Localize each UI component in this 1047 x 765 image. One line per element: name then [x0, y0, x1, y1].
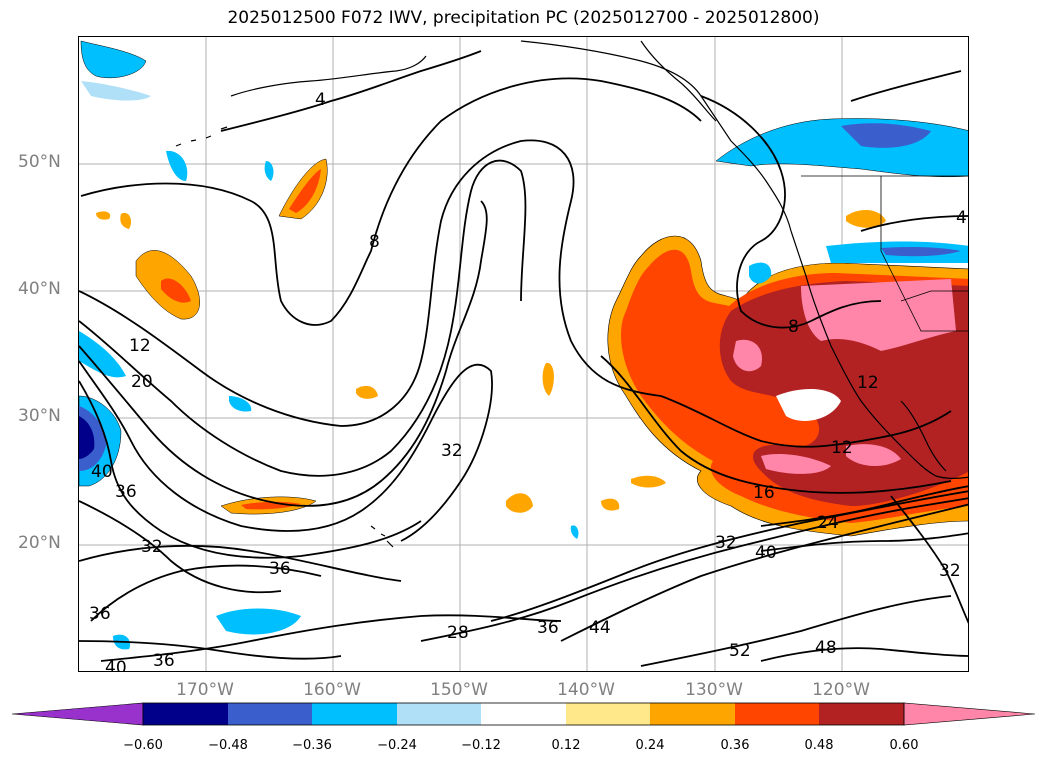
contour-label: 32	[141, 537, 163, 557]
contour-36c	[90, 564, 322, 622]
contour-28b	[420, 497, 968, 642]
precip-fill-east-pacific-pink	[801, 279, 956, 351]
colorbar-extend-min	[11, 702, 144, 726]
contour-4	[220, 50, 482, 132]
aleutian-islands	[175, 126, 228, 147]
contour-label: 48	[815, 638, 837, 658]
contour-36b	[79, 544, 402, 582]
colorbar-tick-label: 0.60	[889, 738, 919, 753]
contour-36e	[490, 490, 968, 622]
colorbar-tick-label: 0.24	[635, 738, 665, 753]
contour-label: 12	[857, 373, 879, 393]
colorbar	[11, 702, 1036, 726]
contour-36a	[79, 380, 422, 559]
alaska-coast	[230, 40, 792, 232]
contour-36d	[100, 614, 562, 662]
map-panel: 4 8 12 20 36 40 32 36 36 40 36 28 32 36 …	[78, 36, 969, 672]
contour-8b	[700, 95, 882, 329]
colorbar-tick-label: −0.12	[461, 738, 501, 753]
colorbar-bin	[143, 703, 228, 725]
contour-label: 36	[537, 618, 559, 638]
contour-24	[760, 485, 968, 527]
contour-label: 24	[817, 513, 839, 533]
contour-label: 28	[447, 623, 469, 643]
contour-label: 36	[89, 604, 111, 624]
contour-16	[600, 355, 952, 494]
colorbar-bin	[481, 703, 566, 725]
contour-labels: 4 8 12 20 36 40 32 36 36 40 36 28 32 36 …	[89, 90, 967, 672]
lat-label-40n: 40°N	[18, 279, 61, 299]
colorbar-tick-label: −0.24	[377, 738, 417, 753]
lon-label-160w: 160°W	[303, 680, 361, 700]
lat-label-50n: 50°N	[18, 152, 61, 172]
contour-20	[79, 159, 527, 477]
contour-label: 40	[755, 543, 777, 563]
colorbar-tick-label: 0.48	[804, 738, 834, 753]
contour-32a	[79, 360, 493, 542]
contour-label: 20	[131, 372, 153, 392]
colorbar-extend-max	[903, 702, 1036, 726]
map-title: 2025012500 F072 IWV, precipitation PC (2…	[227, 8, 820, 28]
iwv-contours	[79, 50, 968, 667]
contour-label: 32	[441, 441, 463, 461]
lon-label-150w: 150°W	[430, 680, 488, 700]
borders	[801, 175, 968, 332]
contour-label: 8	[369, 232, 380, 252]
contour-label: 16	[753, 483, 775, 503]
lon-label-120w: 120°W	[812, 680, 870, 700]
precip-negative-fills	[79, 40, 968, 650]
lon-label-130w: 130°W	[685, 680, 743, 700]
contour-28	[79, 200, 488, 507]
baja-coast	[900, 400, 947, 472]
contour-40a	[79, 640, 342, 660]
lon-label-140w: 140°W	[557, 680, 615, 700]
contour-label: 36	[269, 559, 291, 579]
contour-label: 36	[115, 482, 137, 502]
hawaii-islands	[370, 525, 394, 548]
lat-label-30n: 30°N	[18, 406, 61, 426]
map-svg: 4 8 12 20 36 40 32 36 36 40 36 28 32 36 …	[79, 37, 968, 672]
contour-label: 4	[315, 90, 326, 110]
colorbar-tick-label: −0.36	[292, 738, 332, 753]
colorbar-tick-label: 0.36	[720, 738, 750, 753]
contour-label: 8	[788, 317, 799, 337]
lon-label-170w: 170°W	[176, 680, 234, 700]
contour-8	[80, 77, 702, 326]
colorbar-bin	[735, 703, 819, 725]
contour-32c	[890, 495, 968, 624]
coastlines	[175, 40, 968, 548]
colorbar-bin	[819, 703, 904, 725]
contour-label: 32	[939, 561, 961, 581]
colorbar-bin	[228, 703, 312, 725]
contour-48	[760, 647, 968, 662]
contour-label: 36	[153, 651, 175, 671]
colorbar-tick-label: −0.48	[208, 738, 248, 753]
contour-52	[640, 595, 952, 667]
contour-40b	[760, 532, 968, 552]
contour-label: 12	[129, 336, 151, 356]
precip-positive-fills	[96, 158, 968, 537]
precip-fill-nw-blue	[80, 40, 147, 79]
contour-label: 44	[589, 618, 611, 638]
contour-label: 4	[956, 208, 967, 228]
contour-12b	[660, 395, 952, 448]
colorbar-bin	[650, 703, 735, 725]
contour-label: 32	[715, 533, 737, 553]
contour-label: 40	[105, 658, 127, 672]
contour-12	[79, 139, 662, 427]
colorbar-bin	[566, 703, 650, 725]
contour-32b	[79, 500, 282, 594]
contour-44	[560, 503, 968, 642]
contour-label: 40	[91, 462, 113, 482]
contour-label: 12	[831, 438, 853, 458]
colorbar-bin	[397, 703, 481, 725]
colorbar-bin	[312, 703, 397, 725]
colorbar-tick-label: −0.60	[123, 738, 163, 753]
contour-label: 52	[729, 641, 751, 661]
lat-label-20n: 20°N	[18, 533, 61, 553]
colorbar-tick-label: 0.12	[551, 738, 581, 753]
